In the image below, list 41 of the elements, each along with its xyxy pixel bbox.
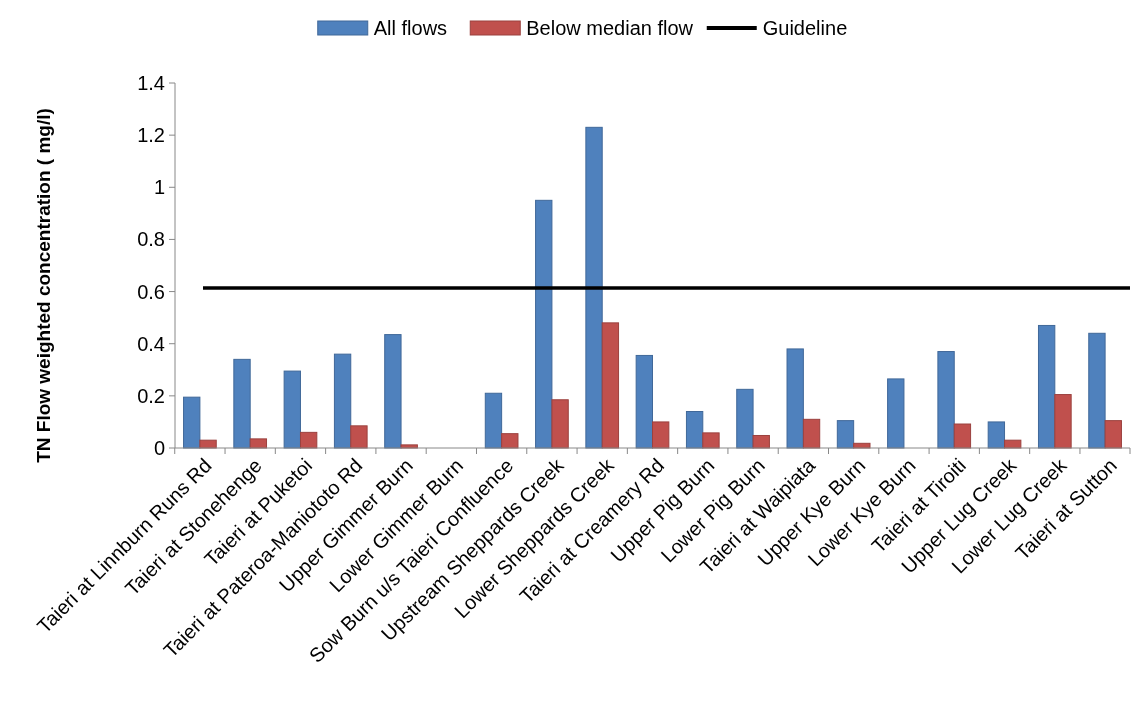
legend-label: All flows xyxy=(373,17,448,39)
y-tick-label: 0.8 xyxy=(137,228,165,251)
bar xyxy=(987,421,1006,449)
bar xyxy=(702,432,720,449)
bar xyxy=(752,434,770,449)
bar xyxy=(350,425,368,449)
bar xyxy=(937,351,955,449)
bar xyxy=(836,420,855,449)
y-tick-label: 0.6 xyxy=(137,280,165,303)
bar xyxy=(333,353,352,449)
bar xyxy=(786,348,804,449)
y-axis-title: TN Flow weighted concentration ( mg/l) xyxy=(33,108,54,463)
bar xyxy=(601,322,620,449)
bar xyxy=(652,421,670,449)
legend-label: Below median flow xyxy=(526,17,694,39)
bar xyxy=(183,396,201,449)
bar xyxy=(685,411,704,449)
bar xyxy=(384,334,402,449)
y-tick-label: 0.4 xyxy=(137,332,165,355)
bar xyxy=(585,126,603,449)
bar xyxy=(635,354,653,449)
y-tick-label: 1.2 xyxy=(137,124,165,147)
bar xyxy=(1104,420,1122,449)
y-tick-label: 1 xyxy=(153,176,165,199)
y-tick-label: 0 xyxy=(153,437,165,459)
bar xyxy=(1054,394,1072,449)
bar xyxy=(535,199,553,449)
bar xyxy=(551,399,569,449)
y-tick-label: 0.2 xyxy=(137,384,165,407)
bar xyxy=(484,392,503,449)
bar xyxy=(887,378,905,449)
legend-label: Guideline xyxy=(762,17,848,39)
bar xyxy=(953,423,972,449)
bar xyxy=(736,388,754,449)
bar xyxy=(1088,332,1106,449)
y-tick-label: 1.4 xyxy=(137,72,165,94)
bar xyxy=(501,433,519,449)
bar xyxy=(233,358,251,449)
bar xyxy=(1037,324,1056,449)
bar xyxy=(283,370,301,449)
bar xyxy=(802,418,821,449)
